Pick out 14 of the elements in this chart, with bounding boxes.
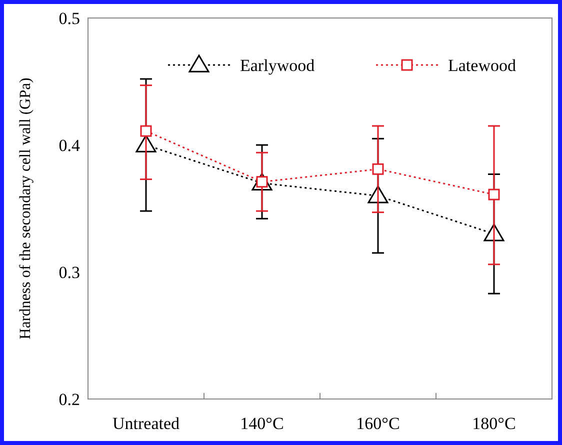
legend-label: Earlywood — [240, 56, 316, 75]
x-tick-label: 140°C — [240, 414, 284, 433]
x-tick-label: Untreated — [112, 414, 180, 433]
point — [140, 125, 152, 137]
y-tick-label: 0.3 — [58, 262, 80, 282]
point — [372, 163, 384, 175]
y-tick-label: 0.2 — [58, 390, 80, 409]
point — [488, 188, 500, 200]
y-tick-label: 0.4 — [58, 136, 80, 155]
x-tick-label: 180°C — [472, 414, 516, 433]
x-tick-label: 160°C — [356, 414, 400, 433]
legend-label: Latewood — [448, 56, 516, 75]
y-tick-label: 0.5 — [58, 8, 80, 28]
y-axis-title: Hardness of the secondary cell wall (GPa) — [17, 78, 34, 340]
